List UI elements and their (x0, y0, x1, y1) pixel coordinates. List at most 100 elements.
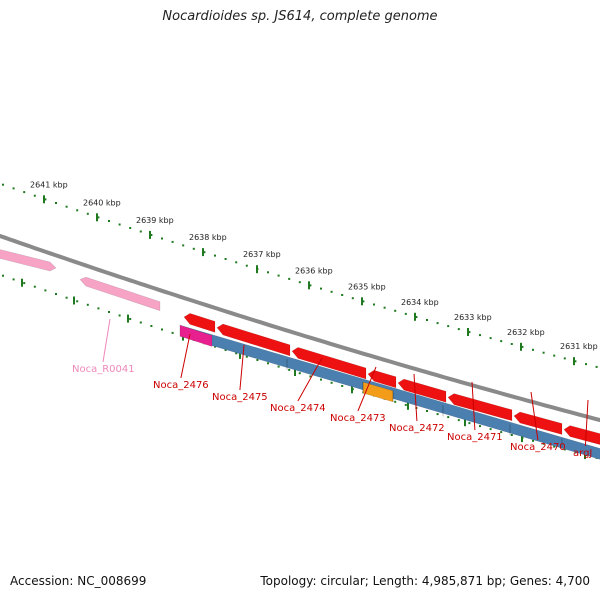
tick-dot (404, 403, 407, 406)
major-tick (43, 195, 45, 204)
tick-dot (76, 300, 79, 303)
tick-dot (12, 187, 15, 190)
tick-dot (574, 451, 577, 454)
tick-dot (563, 357, 566, 360)
label-leader-lines (102, 318, 589, 447)
kbp-tick-labels: 2641 kbp 2640 kbp 2639 kbp 2638 kbp 2637 kbp… (30, 180, 598, 351)
tick-dot (192, 247, 195, 250)
gene-label[interactable]: Noca_2475 (212, 392, 268, 403)
genome-summary: Topology: circular; Length: 4,985,871 bp… (260, 574, 590, 588)
leader-line (297, 357, 323, 402)
tick-dot (277, 274, 280, 277)
tick-dot (309, 284, 312, 287)
leader-line (357, 366, 377, 412)
gene-label[interactable]: Noca_2472 (389, 423, 445, 434)
major-tick (584, 451, 586, 460)
tick-dot (23, 282, 26, 285)
tick-dot (139, 321, 142, 324)
kbp-tick-label: 2635 kbp (348, 282, 386, 291)
tick-dot (235, 352, 238, 355)
rna-feature[interactable] (0, 247, 57, 272)
tick-dot (182, 244, 185, 247)
major-tick (467, 328, 469, 336)
tick-dot (203, 251, 206, 254)
gene-label[interactable]: Noca_R0041 (72, 364, 135, 375)
tick-dot (415, 316, 418, 318)
tick-dot (542, 442, 545, 445)
leader-line (584, 399, 589, 447)
tick-dot (267, 271, 269, 274)
tick-dot (468, 331, 471, 334)
tick-dot (595, 365, 598, 368)
tick-dot (55, 293, 57, 295)
gene-Noca_2476[interactable] (179, 324, 213, 347)
tick-dot (320, 287, 322, 290)
gene-label[interactable]: Noca_2471 (447, 432, 503, 443)
gene-label[interactable]: Noca_2473 (330, 413, 386, 424)
tick-dot (150, 234, 153, 236)
tick-dot (161, 237, 163, 240)
tick-dot (532, 348, 534, 351)
forward-gene[interactable] (563, 425, 600, 446)
major-tick (407, 401, 409, 410)
kbp-tick-label: 2633 kbp (454, 313, 492, 322)
gene-features[interactable] (0, 247, 600, 461)
major-tick (256, 265, 258, 274)
major-tick (73, 296, 75, 305)
tick-dot (479, 425, 481, 428)
forward-gene[interactable] (183, 313, 216, 333)
tick-dot (108, 311, 110, 313)
forward-gene[interactable] (216, 323, 291, 357)
tick-dot (171, 240, 174, 243)
forward-gene[interactable] (397, 378, 447, 403)
forward-gene[interactable] (367, 369, 397, 389)
major-tick (149, 230, 151, 239)
tick-dot (426, 319, 428, 321)
major-tick (294, 368, 296, 376)
tick-dot (118, 223, 121, 226)
tick-dot (383, 306, 386, 309)
forward-gene[interactable] (447, 393, 513, 422)
major-tick (573, 357, 575, 366)
tick-dot (108, 220, 110, 222)
leader-line (471, 381, 476, 431)
tick-dot (288, 277, 291, 280)
tick-dot (23, 191, 26, 194)
major-tick (127, 314, 129, 323)
major-tick (361, 297, 363, 306)
gene-label[interactable]: Noca_2474 (270, 403, 326, 414)
gene-Noca_2473[interactable] (362, 381, 394, 403)
leader-line (530, 391, 539, 441)
tick-dot (129, 318, 132, 320)
rna-feature[interactable] (79, 276, 161, 312)
gene-label[interactable]: Noca_2476 (153, 380, 209, 391)
tick-dot (457, 328, 460, 331)
tick-dot (330, 381, 333, 384)
tick-dot (245, 355, 248, 358)
gene-label[interactable]: Noca_2470 (510, 442, 566, 453)
forward-gene[interactable] (291, 347, 367, 380)
major-tick (202, 248, 204, 257)
major-tick (521, 434, 523, 443)
kbp-tick-label: 2631 kbp (560, 342, 598, 351)
tick-dot (341, 294, 344, 296)
tick-dot (426, 410, 428, 412)
tick-dot (55, 202, 57, 204)
tick-dot (532, 439, 534, 442)
tick-dot (489, 337, 492, 340)
tick-dot (65, 296, 68, 299)
tick-dot (553, 354, 556, 357)
kbp-tick-label: 2637 kbp (243, 250, 281, 259)
tick-dot (320, 378, 322, 381)
tick-dot (2, 274, 4, 277)
tick-dot (394, 400, 397, 403)
tick-dot (224, 258, 227, 260)
leader-line (180, 333, 191, 379)
leader-line (413, 373, 418, 422)
gene-label[interactable]: argJ (573, 448, 592, 459)
major-tick (21, 278, 23, 287)
forward-gene[interactable] (513, 411, 563, 435)
tick-dot (479, 334, 481, 337)
kbp-tick-label: 2640 kbp (83, 198, 121, 207)
